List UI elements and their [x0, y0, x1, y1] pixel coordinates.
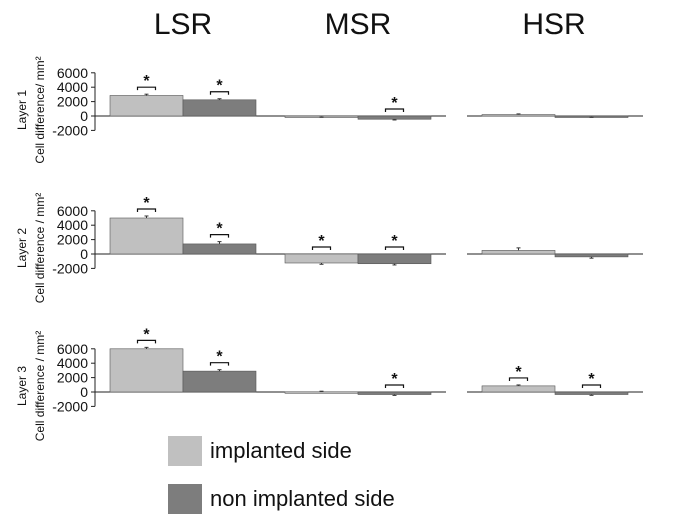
- significance-bracket-non-implanted-msr-layer-3: [384, 384, 405, 388]
- bar-non-implanted-hsr-layer-2: [554, 253, 629, 258]
- y-tick-label-row-2: -2000: [52, 260, 88, 276]
- significance-bracket-non-implanted-hsr-layer-3: [581, 384, 602, 388]
- y-tick-label-row-3: 2000: [57, 370, 88, 386]
- significance-star-non-implanted-lsr-layer-3: *: [216, 349, 223, 366]
- bar-implanted-lsr-layer-2: [109, 217, 184, 255]
- y-tick-label-row-3: 6000: [57, 341, 88, 357]
- significance-star-non-implanted-msr-layer-2: *: [391, 233, 398, 250]
- significance-bracket-implanted-lsr-layer-1: [136, 86, 157, 91]
- y-tick-label-row-2: 6000: [57, 203, 88, 219]
- significance-bracket-implanted-msr-layer-2: [311, 246, 332, 250]
- bar-implanted-hsr-layer-1: [481, 114, 556, 117]
- y-tick-label-row-1: 2000: [57, 94, 88, 110]
- y-axis-label-row-2: Cell difference / mm²: [33, 193, 47, 303]
- significance-star-non-implanted-lsr-layer-1: *: [216, 78, 223, 95]
- y-axis-label-row-3: Cell difference / mm²: [33, 331, 47, 441]
- significance-bracket-non-implanted-msr-layer-2: [384, 246, 405, 250]
- y-tick-label-row-1: 4000: [57, 79, 88, 95]
- y-tick-label-row-3: 4000: [57, 355, 88, 371]
- significance-bracket-non-implanted-lsr-layer-3: [209, 362, 230, 366]
- significance-star-non-implanted-msr-layer-3: *: [391, 371, 398, 388]
- y-tick-label-row-2: 0: [80, 246, 88, 262]
- y-tick-label-row-1: 0: [80, 108, 88, 124]
- row-label-layer-1: Layer 1: [15, 90, 29, 130]
- significance-star-implanted-lsr-layer-1: *: [143, 73, 150, 90]
- bar-implanted-msr-layer-3: [284, 391, 359, 394]
- bar-non-implanted-lsr-layer-1: [182, 99, 257, 117]
- y-tick-label-row-1: 6000: [57, 65, 88, 81]
- legend-label-non-implanted: non implanted side: [210, 486, 395, 511]
- significance-star-implanted-msr-layer-2: *: [318, 233, 325, 250]
- column-title-hsr: HSR: [522, 8, 585, 41]
- legend-swatch-non-implanted: [168, 484, 202, 514]
- significance-bracket-non-implanted-msr-layer-1: [384, 108, 405, 112]
- bar-non-implanted-msr-layer-1: [357, 115, 432, 120]
- bar-non-implanted-msr-layer-3: [357, 391, 432, 395]
- legend-swatch-implanted: [168, 436, 202, 466]
- bar-implanted-lsr-layer-3: [109, 348, 184, 393]
- bar-implanted-hsr-layer-2: [481, 250, 556, 255]
- significance-star-implanted-lsr-layer-2: *: [143, 195, 150, 212]
- bar-non-implanted-lsr-layer-3: [182, 370, 257, 393]
- y-axis-label-row-1: Cell difference/ mm²: [33, 56, 47, 163]
- y-tick-label-row-3: -2000: [52, 398, 88, 414]
- y-tick-label-row-2: 2000: [57, 232, 88, 248]
- y-tick-label-row-3: 0: [80, 384, 88, 400]
- y-tick-label-row-1: -2000: [52, 122, 88, 138]
- bar-implanted-lsr-layer-1: [109, 95, 184, 117]
- bar-implanted-hsr-layer-3: [481, 385, 556, 393]
- column-title-lsr: LSR: [154, 8, 212, 41]
- significance-star-non-implanted-lsr-layer-2: *: [216, 221, 223, 238]
- significance-bracket-non-implanted-lsr-layer-2: [209, 234, 230, 238]
- row-label-layer-2: Layer 2: [15, 228, 29, 268]
- significance-star-implanted-hsr-layer-3: *: [515, 364, 522, 381]
- significance-star-implanted-lsr-layer-3: *: [143, 326, 150, 343]
- significance-star-non-implanted-msr-layer-1: *: [391, 95, 398, 112]
- row-label-layer-3: Layer 3: [15, 366, 29, 406]
- significance-star-non-implanted-hsr-layer-3: *: [588, 371, 595, 388]
- bar-non-implanted-hsr-layer-3: [554, 391, 629, 395]
- y-tick-label-row-2: 4000: [57, 217, 88, 233]
- significance-bracket-non-implanted-lsr-layer-1: [209, 91, 230, 95]
- bar-non-implanted-msr-layer-2: [357, 253, 432, 265]
- significance-bracket-implanted-lsr-layer-3: [136, 339, 157, 344]
- significance-bracket-implanted-hsr-layer-3: [508, 377, 529, 381]
- column-title-msr: MSR: [325, 8, 392, 41]
- bar-implanted-msr-layer-2: [284, 253, 359, 264]
- bar-non-implanted-lsr-layer-2: [182, 243, 257, 255]
- legend-label-implanted: implanted side: [210, 438, 352, 463]
- significance-bracket-implanted-lsr-layer-2: [136, 208, 157, 212]
